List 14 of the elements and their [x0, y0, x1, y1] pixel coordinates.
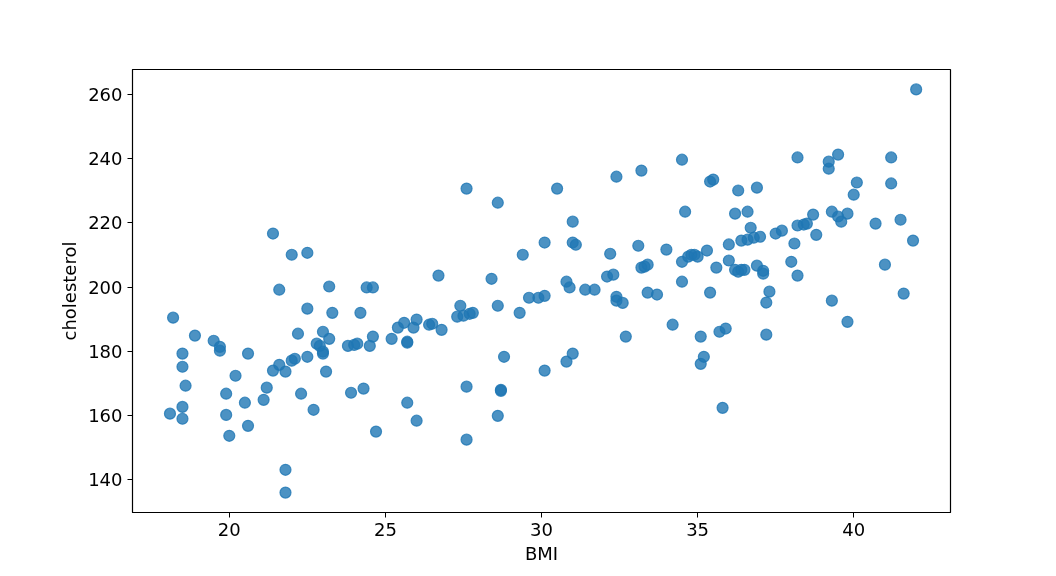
- y-tick-label: 220: [88, 212, 123, 234]
- y-tick-label: 240: [88, 148, 123, 170]
- y-tick-label: 200: [88, 276, 123, 298]
- x-tick-label: 35: [686, 518, 710, 540]
- y-tick-label: 140: [88, 469, 123, 491]
- x-axis-title: BMI: [524, 542, 559, 564]
- y-axis-title: cholesterol: [59, 241, 81, 341]
- x-tick-label: 40: [842, 518, 866, 540]
- x-tick-label: 25: [373, 518, 397, 540]
- y-tick-label: 260: [88, 84, 123, 106]
- x-tick-label: 20: [217, 518, 241, 540]
- x-tick-label: 30: [530, 518, 553, 540]
- y-tick-label: 160: [88, 405, 123, 427]
- y-tick-label: 180: [88, 340, 123, 362]
